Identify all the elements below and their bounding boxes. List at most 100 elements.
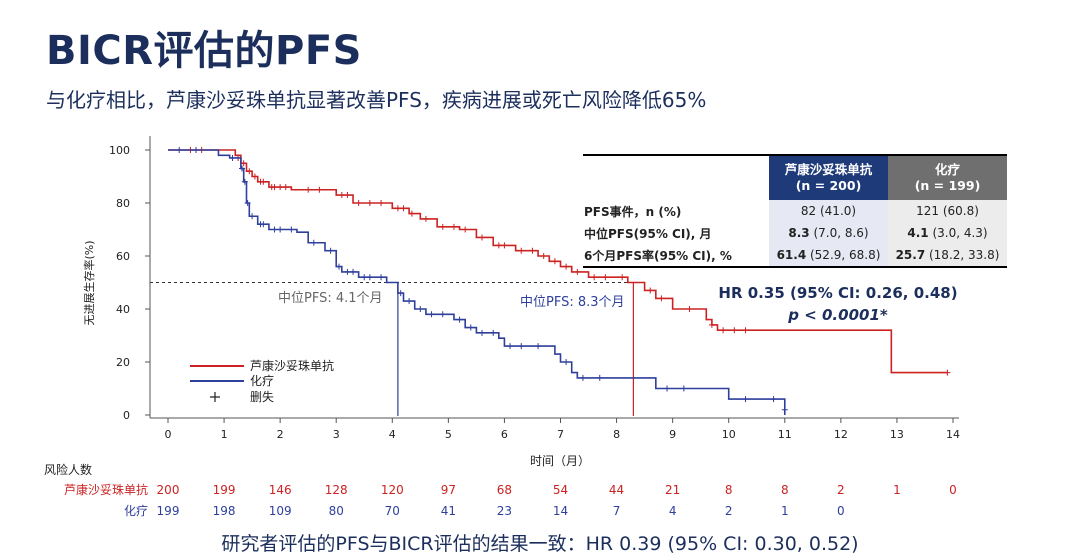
censor-mark (310, 239, 317, 246)
censor-mark (518, 343, 525, 350)
risk-count: 200 (157, 483, 180, 497)
x-tick-label: 1 (221, 428, 228, 441)
hr-annotation: HR 0.35 (95% CI: 0.26, 0.48) (718, 284, 957, 302)
censor-mark (535, 343, 542, 350)
censor-mark (479, 234, 485, 241)
censor-mark (686, 306, 693, 312)
censor-mark (574, 268, 581, 275)
censor-mark (244, 200, 251, 206)
censor-mark (336, 263, 343, 270)
risk-count: 4 (669, 504, 677, 518)
risk-count: 1 (781, 504, 789, 518)
risk-count: 1 (893, 483, 901, 497)
stat-drug-rest: 82 (41.0) (800, 204, 857, 218)
censor-mark (378, 274, 385, 281)
censor-mark (720, 327, 727, 334)
stat-chemo-bold: 4.1 (907, 226, 929, 240)
stat-row: 6个月PFS率(95% CI), % 61.4 (52.9, 68.8) 25.… (583, 244, 1007, 268)
censor-mark (596, 374, 603, 381)
stat-drug-bold: 61.4 (776, 248, 807, 262)
x-tick-label: 2 (277, 428, 284, 441)
stat-chemo-bold: 25.7 (895, 248, 926, 262)
y-tick-label: 80 (116, 197, 130, 210)
censor-mark (742, 327, 749, 334)
y-tick-label: 60 (116, 250, 130, 263)
x-tick-label: 14 (946, 428, 960, 441)
censor-mark (282, 184, 289, 191)
censor-mark (271, 184, 278, 191)
risk-count: 68 (497, 483, 512, 497)
y-tick-label: 20 (116, 356, 130, 369)
risk-count: 0 (837, 504, 845, 518)
risk-count: 120 (381, 483, 404, 497)
risk-count: 146 (269, 483, 292, 497)
censor-mark (344, 268, 351, 275)
risk-count: 128 (325, 483, 348, 497)
censor-mark (271, 226, 278, 233)
risk-row-label: 化疗 (124, 504, 148, 518)
censor-mark (246, 168, 253, 175)
stat-drug-value: 82 (41.0) (769, 200, 888, 222)
stat-row: PFS事件，n (%) 82 (41.0) 121 (60.8) (583, 200, 1007, 222)
stat-row-label: PFS事件，n (%) (584, 204, 682, 219)
stat-chemo-value: 4.1 (3.0, 4.3) (888, 222, 1007, 244)
stat-drug-rest: (7.0, 8.6) (809, 226, 869, 240)
risk-count: 2 (837, 483, 845, 497)
stat-header-blank (583, 154, 769, 200)
censor-mark (251, 173, 258, 180)
censor-mark (327, 247, 334, 254)
censor-mark (490, 329, 497, 336)
censor-mark (680, 385, 687, 392)
censor-mark (664, 385, 671, 392)
censor-mark (229, 154, 236, 161)
legend-chemo-label: 化疗 (250, 374, 274, 388)
x-tick-label: 7 (557, 428, 564, 441)
censor-mark (260, 221, 267, 228)
censor-mark (708, 321, 715, 328)
censor-mark (551, 258, 558, 265)
censor-mark (591, 274, 598, 281)
censor-mark (350, 268, 357, 275)
stat-chemo-rest: (3.0, 4.3) (928, 226, 988, 240)
x-tick-label: 0 (165, 428, 172, 441)
legend-censor-label: 删失 (250, 389, 274, 404)
censor-mark (731, 327, 738, 334)
censor-mark (394, 205, 401, 212)
risk-count: 0 (949, 483, 957, 497)
y-tick-label: 0 (123, 409, 130, 422)
censor-mark (456, 316, 463, 323)
censor-mark (408, 210, 415, 217)
stat-drug-bold: 8.3 (788, 226, 810, 240)
legend-drug-label: 芦康沙妥珠单抗 (250, 358, 334, 373)
risk-count: 198 (213, 504, 236, 518)
stat-header-drug: 芦康沙妥珠单抗 (n = 200) (769, 154, 888, 200)
censor-mark (240, 160, 247, 167)
censor-mark (193, 147, 200, 153)
x-tick-label: 11 (778, 428, 792, 441)
page-subtitle: 与化疗相比，芦康沙妥珠单抗显著改善PFS，疾病进展或死亡风险降低65% (46, 88, 707, 112)
risk-count: 21 (665, 483, 680, 497)
legend-censor-icon (210, 392, 220, 402)
risk-count: 199 (157, 504, 180, 518)
censor-mark (288, 226, 295, 233)
x-tick-label: 12 (834, 428, 848, 441)
censor-mark (518, 247, 525, 254)
risk-count: 80 (329, 504, 344, 518)
stat-header-chemo-name: 化疗 (934, 162, 960, 177)
risk-table-title: 风险人数 (44, 462, 92, 477)
risk-count: 54 (553, 483, 568, 497)
censor-mark (742, 396, 749, 403)
risk-count: 41 (441, 504, 456, 518)
censor-mark (439, 223, 446, 230)
censor-mark (781, 406, 788, 413)
y-tick-label: 100 (109, 144, 130, 157)
censor-mark (366, 200, 373, 206)
censor-mark (305, 186, 312, 193)
censor-mark (658, 295, 665, 302)
x-tick-label: 10 (722, 428, 736, 441)
censor-mark (239, 165, 246, 172)
censor-mark (260, 178, 267, 185)
x-tick-label: 4 (389, 428, 396, 441)
risk-count: 44 (609, 483, 624, 497)
